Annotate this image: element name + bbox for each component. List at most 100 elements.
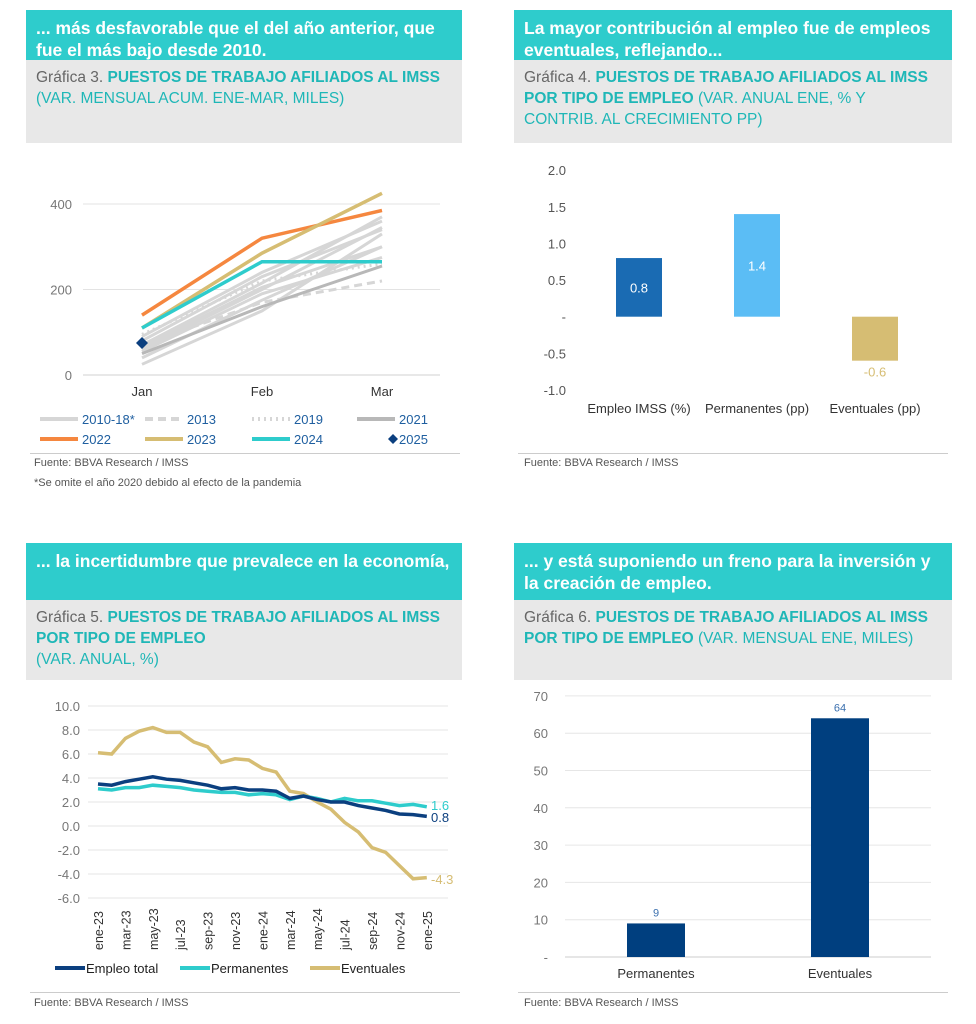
y-tick-label: 40 xyxy=(534,801,548,816)
y-tick-label: 60 xyxy=(534,726,548,741)
x-tick-label: nov-24 xyxy=(393,912,407,950)
series-eventuales-line xyxy=(97,725,427,881)
y-tick-label: 0.0 xyxy=(62,819,80,834)
y-tick-label: 2.0 xyxy=(548,163,566,178)
source: Fuente: BBVA Research / IMSS xyxy=(524,457,679,469)
x-tick-label: sep-23 xyxy=(202,912,216,950)
series-2010-18-line xyxy=(141,228,383,343)
series-2023-line xyxy=(141,191,383,330)
panel-3-header: ... la incertidumbre que prevalece en la… xyxy=(26,543,462,600)
series-2022-line xyxy=(141,208,383,317)
x-tick-label: Permanentes (pp) xyxy=(705,401,809,416)
legend-label: 2025 xyxy=(399,432,428,447)
y-tick-label: 30 xyxy=(534,838,548,853)
data-label: 64 xyxy=(834,702,846,714)
chart-title: PUESTOS DE TRABAJO AFILIADOS AL IMSS POR… xyxy=(524,69,928,107)
divider xyxy=(518,453,948,454)
chart-subtitle: (VAR. MENSUAL ENE, MILES) xyxy=(697,630,914,647)
y-tick-label: 1.0 xyxy=(548,236,566,251)
chart-4: 2.0 1.5 1.0 0.5 - -0.5 -1.0 0.8 Empleo IMSS (%) 1… xyxy=(544,163,921,416)
data-label: 9 xyxy=(653,907,659,919)
bar-permanentes xyxy=(627,923,685,957)
x-tick-label: may-24 xyxy=(311,908,325,950)
chart-number: Gráfica 5. xyxy=(36,609,104,626)
source: Fuente: BBVA Research / IMSS xyxy=(34,997,189,1009)
chart-title: PUESTOS DE TRABAJO AFILIADOS AL IMSS POR… xyxy=(524,609,928,647)
legend-label: 2021 xyxy=(399,412,428,427)
x-tick-label: Feb xyxy=(251,384,273,399)
y-tick-label: 10.0 xyxy=(55,699,80,714)
y-tick-label: 400 xyxy=(50,197,72,212)
divider xyxy=(30,453,460,454)
chart-5: 10.0 8.0 6.0 4.0 2.0 0.0 -2.0 -4.0 -6.0 ene-23 mar… xyxy=(55,699,454,976)
data-label: 0.8 xyxy=(630,280,648,295)
chart-6: 70 60 50 40 30 20 10 - 9 Permanentes 64 Eventuales xyxy=(534,689,931,981)
y-tick-label: 0 xyxy=(65,368,72,383)
x-tick-label: jul-23 xyxy=(174,919,188,951)
legend-label: Eventuales xyxy=(341,961,406,976)
y-tick-label: 70 xyxy=(534,689,548,704)
y-tick-label: -2.0 xyxy=(58,843,80,858)
series-2019-line xyxy=(141,262,383,336)
y-tick-label: 6.0 xyxy=(62,747,80,762)
legend-label: 2010-18* xyxy=(82,412,135,427)
panel-4-chart-title: Gráfica 6. PUESTOS DE TRABAJO AFILIADOS … xyxy=(514,600,952,680)
panel-4-header: ... y está suponiendo un freno para la i… xyxy=(514,543,952,600)
series-permanentes-line xyxy=(97,783,428,809)
series-2021-line xyxy=(141,264,383,356)
end-value-label: 1.6 xyxy=(431,798,449,813)
series-2024-line xyxy=(141,259,382,330)
chart-number: Gráfica 3. xyxy=(36,69,104,86)
y-tick-label: 10 xyxy=(534,913,548,928)
x-tick-label: Permanentes xyxy=(617,966,695,981)
y-tick-label: 0.5 xyxy=(548,273,566,288)
chart-title: PUESTOS DE TRABAJO AFILIADOS AL IMSS xyxy=(107,69,440,86)
chart-3: 0 200 400 Jan Feb Mar 2010-18* 2013 2019 2021 2022… xyxy=(40,191,440,447)
data-label: -0.6 xyxy=(864,365,886,380)
y-tick-label: 4.0 xyxy=(62,771,80,786)
series-2013-line xyxy=(141,279,383,347)
y-tick-label: 50 xyxy=(534,764,548,779)
divider xyxy=(518,992,948,993)
series-2025-marker xyxy=(136,336,148,349)
series-2010-18-line xyxy=(141,219,383,338)
chart-subtitle: (VAR. MENSUAL ACUM. ENE-MAR, MILES) xyxy=(36,90,345,107)
y-tick-label: 2.0 xyxy=(62,795,80,810)
x-tick-label: Eventuales xyxy=(808,966,873,981)
end-value-label: 0.8 xyxy=(431,810,449,825)
x-tick-label: Eventuales (pp) xyxy=(829,401,920,416)
panel-2-chart-title: Gráfica 4. PUESTOS DE TRABAJO AFILIADOS … xyxy=(514,60,952,143)
chart-title: PUESTOS DE TRABAJO AFILIADOS AL IMSS POR… xyxy=(36,609,440,647)
y-tick-label: - xyxy=(544,950,548,965)
footnote: *Se omite el año 2020 debido al efecto d… xyxy=(34,477,302,489)
legend-label: Permanentes xyxy=(211,961,289,976)
y-tick-label: 200 xyxy=(50,283,72,298)
x-tick-label: ene-23 xyxy=(92,911,106,950)
source: Fuente: BBVA Research / IMSS xyxy=(524,997,679,1009)
legend-label: 2013 xyxy=(187,412,216,427)
panel-3-chart-title: Gráfica 5. PUESTOS DE TRABAJO AFILIADOS … xyxy=(26,600,462,680)
x-tick-label: may-23 xyxy=(147,908,161,950)
data-label: 1.4 xyxy=(748,258,766,273)
x-tick-label: Jan xyxy=(132,384,153,399)
legend-label: 2024 xyxy=(294,432,323,447)
series-empleo-total-line xyxy=(97,775,428,819)
x-tick-label: mar-23 xyxy=(119,910,133,950)
y-tick-label: 20 xyxy=(534,875,548,890)
bar-eventuales xyxy=(852,316,898,361)
y-tick-label: - xyxy=(562,310,566,325)
legend-label: 2019 xyxy=(294,412,323,427)
y-tick-label: 8.0 xyxy=(62,723,80,738)
panel-2-header: La mayor contribución al empleo fue de e… xyxy=(514,10,952,60)
x-tick-label: jul-24 xyxy=(339,919,353,951)
end-value-label: -4.3 xyxy=(431,872,453,887)
legend-label: 2023 xyxy=(187,432,216,447)
x-tick-label: Mar xyxy=(371,384,394,399)
x-tick-label: ene-24 xyxy=(256,911,270,950)
source: Fuente: BBVA Research / IMSS xyxy=(34,457,189,469)
y-tick-label: -6.0 xyxy=(58,891,80,906)
chart-number: Gráfica 6. xyxy=(524,609,592,626)
legend-label: 2022 xyxy=(82,432,111,447)
y-tick-label: 1.5 xyxy=(548,200,566,215)
y-tick-label: -4.0 xyxy=(58,867,80,882)
